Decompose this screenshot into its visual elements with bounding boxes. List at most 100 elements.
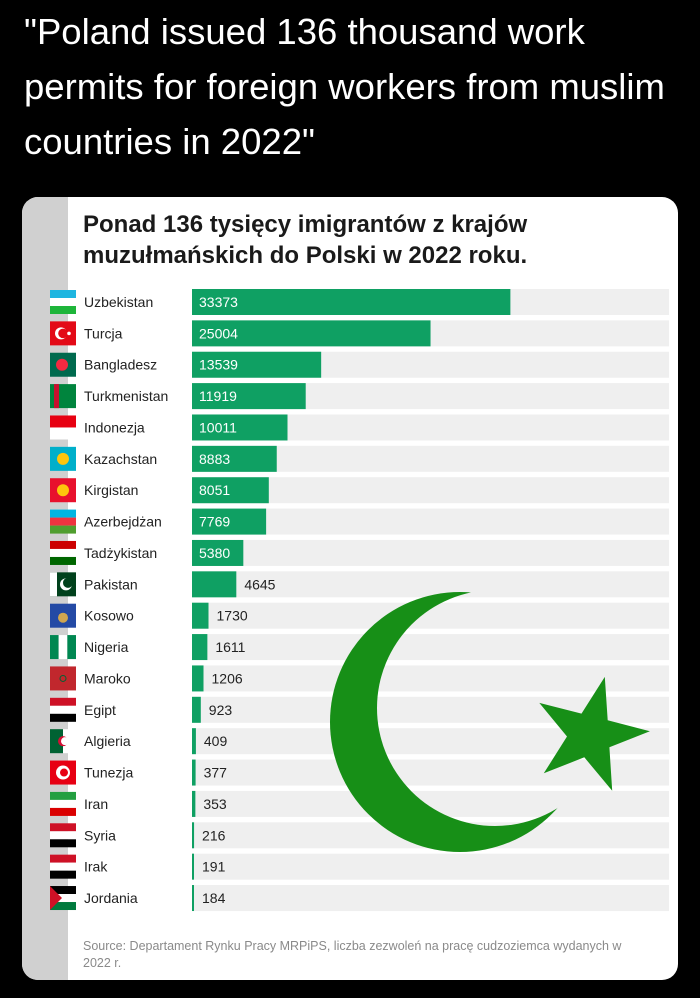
chart-title: Ponad 136 tysięcy imigrantów z krajów mu… [83,211,528,269]
category-label: Tadżykistan [84,545,157,561]
flag-icon [50,478,76,503]
bar [192,728,196,755]
flag-icon [50,854,76,879]
value-label: 409 [204,733,228,749]
value-label: 377 [204,765,228,781]
flag-icon [50,886,76,911]
bar-track [192,853,669,880]
flag-icon [50,666,76,691]
bar-row: Kazachstan 8883 [50,445,669,472]
value-label: 923 [209,702,233,718]
value-label: 33373 [199,294,238,310]
value-label: 13539 [199,357,238,373]
flag-icon [50,446,76,471]
bar-row: Bangladesz 13539 [50,351,669,378]
value-label: 10011 [199,419,237,435]
value-label: 216 [202,827,226,843]
bar [192,508,267,535]
post-headline: "Poland issued 136 thousand work permits… [24,11,665,162]
flag-icon [50,729,76,754]
category-label: Kazachstan [84,451,157,467]
value-label: 353 [203,796,227,812]
category-label: Indonezja [84,419,145,435]
bar [192,539,244,566]
bar [192,320,431,347]
category-label: Iran [84,796,108,812]
flag-icon [50,540,76,565]
category-label: Turkmenistan [84,388,168,404]
value-label: 1206 [212,670,243,686]
crescent-shape [330,592,590,852]
flag-icon [50,352,76,377]
category-label: Irak [84,859,108,875]
value-label: 1611 [215,639,245,655]
flag-icon [50,823,76,848]
bar [192,414,288,441]
flag-icon [50,384,76,409]
category-label: Pakistan [84,576,138,592]
bar-row: Uzbekistan 33373 [50,289,669,315]
bar [192,696,201,723]
bar [192,822,195,849]
category-label: Azerbejdżan [84,514,162,530]
category-label: Maroko [84,670,131,686]
category-label: Turcja [84,325,123,341]
bar-track [192,885,669,912]
bar [192,289,511,315]
value-label: 184 [202,890,226,906]
category-label: Bangladesz [84,357,157,373]
bar-row: Pakistan 4645 [50,571,669,598]
bar [192,634,208,661]
bar-row: Kirgistan 8051 [50,477,669,504]
flag-icon [50,697,76,722]
value-label: 5380 [199,545,230,561]
bar-row: Indonezja 10011 [50,414,669,441]
flag-icon [50,509,76,534]
chart-source: Source: Departament Rynku Pracy MRPiPS, … [83,939,622,970]
crescent-star-icon [330,592,650,852]
flag-icon [50,791,76,816]
bar-row: Turkmenistan 11919 [50,383,669,410]
bar [192,790,196,817]
infographic-card: Ponad 136 tysięcy imigrantów z krajów mu… [22,197,678,980]
category-label: Kirgistan [84,482,138,498]
bar-row: Jordania 184 [50,885,669,912]
value-label: 1730 [217,608,248,624]
bar-row: Irak 191 [50,853,669,880]
value-label: 191 [202,859,226,875]
value-label: 8051 [199,482,230,498]
bar-track [192,571,669,598]
category-label: Egipt [84,702,116,718]
bar [192,759,196,786]
bar [192,445,277,472]
flag-icon [50,572,76,597]
flag-icon [50,603,76,628]
flag-icon [50,290,76,314]
bar-track [192,477,669,504]
category-label: Tunezja [84,765,134,781]
category-label: Kosowo [84,608,134,624]
value-label: 4645 [244,576,275,592]
bar [192,665,204,692]
value-label: 8883 [199,451,230,467]
bar-track [192,508,669,535]
bar-row: Turcja 25004 [50,320,669,347]
bar-row: Azerbejdżan 7769 [50,508,669,535]
flag-icon [50,635,76,660]
bar [192,351,322,378]
bar [192,477,269,504]
category-label: Nigeria [84,639,129,655]
value-label: 11919 [199,388,237,404]
flag-icon [50,415,76,440]
bar [192,853,194,880]
bar [192,383,306,410]
category-label: Uzbekistan [84,294,153,310]
bar-track [192,539,669,566]
category-label: Jordania [84,890,138,906]
flag-icon [50,321,76,346]
value-label: 7769 [199,514,230,530]
category-label: Algieria [84,733,131,749]
bar [192,602,209,629]
bar [192,571,237,598]
bar [192,885,194,912]
